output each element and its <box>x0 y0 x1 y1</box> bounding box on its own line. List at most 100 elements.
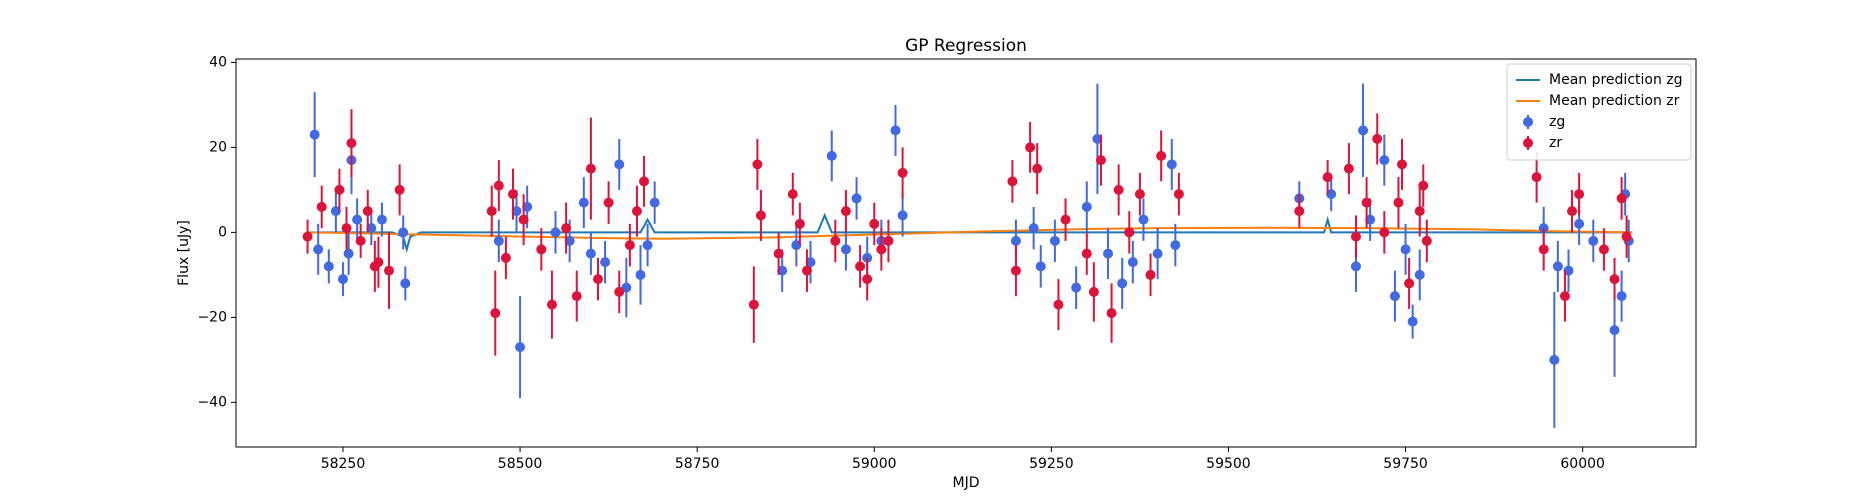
data-point <box>366 223 377 234</box>
data-point <box>642 240 653 251</box>
data-point <box>323 261 334 272</box>
mean-line <box>307 226 1633 240</box>
data-point <box>313 244 324 255</box>
data-point <box>635 269 646 280</box>
data-point <box>373 257 384 268</box>
mean-line <box>307 212 1633 254</box>
data-point <box>1035 261 1046 272</box>
data-point <box>1343 163 1354 174</box>
legend-swatch <box>1523 117 1533 127</box>
data-point <box>518 214 529 225</box>
data-point <box>1616 193 1627 204</box>
data-point <box>592 274 603 285</box>
data-point <box>362 206 373 217</box>
data-point <box>1294 206 1305 217</box>
data-point <box>1616 291 1627 302</box>
data-point <box>890 125 901 136</box>
data-point <box>1389 291 1400 302</box>
data-point <box>826 150 837 161</box>
data-point <box>355 235 366 246</box>
data-point <box>840 206 851 217</box>
data-point <box>1609 325 1620 336</box>
x-tick-label: 58750 <box>675 456 720 472</box>
data-point <box>1025 142 1036 153</box>
data-point <box>1170 240 1181 251</box>
data-point <box>550 227 561 238</box>
data-point <box>400 278 411 289</box>
data-point <box>585 163 596 174</box>
legend-label: zr <box>1549 135 1562 151</box>
data-point <box>522 201 533 212</box>
legend-box <box>1506 63 1692 161</box>
y-tick-label: −40 <box>197 394 227 410</box>
data-point <box>794 218 805 229</box>
data-point <box>876 244 887 255</box>
data-point <box>493 235 504 246</box>
data-point <box>536 244 547 255</box>
data-point <box>1552 261 1563 272</box>
data-point <box>1145 269 1156 280</box>
data-point <box>1574 189 1585 200</box>
data-point <box>511 206 522 217</box>
legend-swatch <box>1523 138 1533 148</box>
data-point <box>1007 176 1018 187</box>
data-point <box>1418 180 1429 191</box>
data-point <box>600 257 611 268</box>
plot-frame <box>235 58 1697 448</box>
data-point <box>1372 133 1383 144</box>
data-point <box>1350 231 1361 242</box>
data-point <box>1393 197 1404 208</box>
data-point <box>1379 155 1390 166</box>
data-point <box>1609 274 1620 285</box>
data-point <box>855 261 866 272</box>
data-point <box>564 235 575 246</box>
legend-label: Mean prediction zg <box>1549 72 1683 88</box>
y-tick-label: 40 <box>209 54 227 70</box>
data-point <box>830 235 841 246</box>
data-point <box>649 197 660 208</box>
data-point <box>334 184 345 195</box>
data-point <box>1010 235 1021 246</box>
data-point <box>1400 244 1411 255</box>
data-point <box>507 189 518 200</box>
data-point <box>1350 261 1361 272</box>
data-point <box>1621 231 1632 242</box>
data-point <box>1060 214 1071 225</box>
data-point <box>897 210 908 221</box>
data-point <box>773 248 784 259</box>
data-point <box>1407 316 1418 327</box>
data-point <box>1379 227 1390 238</box>
plot-area <box>302 83 1634 428</box>
data-point <box>490 308 501 319</box>
data-point <box>787 189 798 200</box>
data-point <box>1053 299 1064 310</box>
data-point <box>1092 133 1103 144</box>
x-tick-label: 58250 <box>321 456 366 472</box>
data-point <box>1106 308 1117 319</box>
data-point <box>1138 214 1149 225</box>
data-point <box>1032 163 1043 174</box>
y-tick-label: 0 <box>218 224 227 240</box>
data-point <box>316 201 327 212</box>
y-tick-label: 20 <box>209 139 227 155</box>
data-point <box>1588 235 1599 246</box>
data-point <box>791 240 802 251</box>
data-point <box>1095 155 1106 166</box>
data-point <box>801 265 812 276</box>
data-point <box>578 197 589 208</box>
data-point <box>1549 354 1560 365</box>
data-point <box>1103 248 1114 259</box>
data-point <box>1081 201 1092 212</box>
data-point <box>862 274 873 285</box>
data-point <box>1421 235 1432 246</box>
data-point <box>493 180 504 191</box>
data-point <box>752 159 763 170</box>
data-point <box>1326 189 1337 200</box>
y-axis-label: Flux [uJy] <box>176 220 192 286</box>
data-point <box>755 210 766 221</box>
data-point <box>851 193 862 204</box>
data-point <box>1028 223 1039 234</box>
data-point <box>486 206 497 217</box>
data-point <box>585 248 596 259</box>
data-point <box>346 138 357 149</box>
